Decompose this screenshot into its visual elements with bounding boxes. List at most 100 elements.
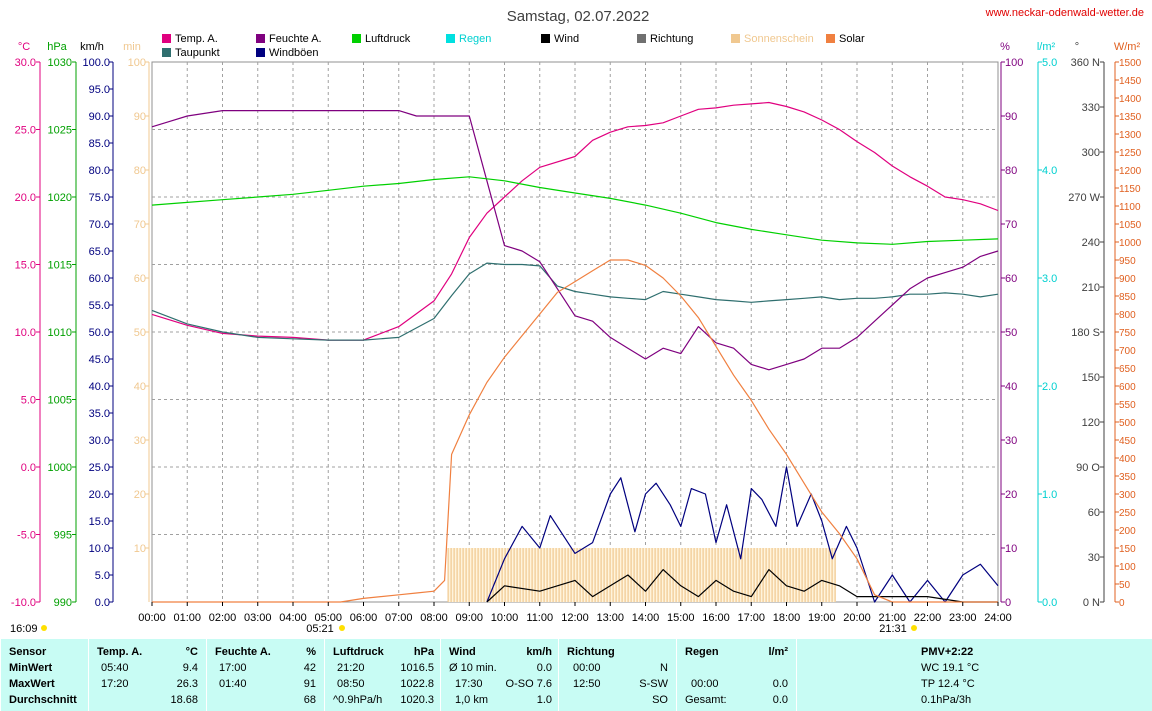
axis-tick-label-solar: 100	[1119, 562, 1136, 573]
legend-label: Sonnenschein	[744, 33, 814, 45]
axis-tick-label-min: 100	[128, 57, 146, 69]
axis-tick-label-min: 10	[134, 543, 146, 555]
stats-header-regen-unit: l/m²	[768, 646, 788, 658]
x-tick-label: 21:00	[878, 612, 906, 624]
stats-header-pmv: PMV+2:22	[921, 646, 974, 658]
axis-tick-label-kmh: 90.0	[89, 111, 110, 123]
website-link[interactable]: www.neckar-odenwald-wetter.de	[985, 7, 1144, 19]
stats-header-wind: Wind	[449, 646, 476, 658]
unit-label-pct: %	[1000, 41, 1010, 53]
axis-tick-label-rain: 2.0	[1042, 381, 1057, 393]
axis-tick-label-hpa: 1005	[48, 395, 72, 407]
axis-tick-label-solar: 850	[1119, 292, 1136, 303]
axes: 00:00 01:00 02:00 03:00 04:00 05:00 06:00 07:00…	[11, 57, 1142, 624]
axis-tick-label-solar: 1350	[1119, 112, 1142, 123]
axis-tick-label-temp: 10.0	[15, 327, 36, 339]
axis-tick-label-solar: 950	[1119, 256, 1136, 267]
axis-tick-label-dir: 30	[1088, 552, 1100, 564]
sunshine-area	[448, 548, 836, 602]
stats-header-wind-unit: km/h	[526, 646, 552, 658]
axis-tick-label-rain: 4.0	[1042, 165, 1057, 177]
axis-tick-label-solar: 550	[1119, 400, 1136, 411]
legend-swatch	[162, 34, 171, 43]
axis-tick-label-temp: 15.0	[15, 260, 36, 272]
stats-cell: 17:30	[455, 678, 483, 690]
axis-tick-label-hpa: 1020	[48, 192, 72, 204]
x-tick-label: 00:00	[138, 612, 166, 624]
stats-col-richtung: Richtung 00:00 N 12:50 S-SW SO	[558, 639, 676, 711]
stats-cell: 1,0 km	[455, 694, 489, 706]
legend-label: Taupunkt	[175, 47, 220, 59]
axis-tick-label-solar: 250	[1119, 508, 1136, 519]
x-tick-label: 15:00	[667, 612, 695, 624]
legend-swatch	[637, 34, 646, 43]
gridlines	[151, 61, 999, 603]
axis-tick-label-hpa: 995	[54, 530, 72, 542]
legend-label: Feuchte A.	[269, 33, 322, 45]
axis-tick-label-kmh: 70.0	[89, 219, 110, 231]
stats-cell: 26.3	[176, 678, 198, 690]
series-line-feuchte-a-	[151, 109, 999, 371]
stats-col-temp: Temp. A. °C 05:40 9.4 17:20 26.3 18.68	[88, 639, 206, 711]
axis-tick-label-solar: 300	[1119, 490, 1136, 501]
x-tick-label: 02:00	[209, 612, 237, 624]
x-tick-label: 24:00	[984, 612, 1012, 624]
axis-tick-label-hpa: 1000	[48, 462, 72, 474]
x-tick-label: 12:00	[561, 612, 589, 624]
axis-tick-label-solar: 1200	[1119, 166, 1142, 177]
stats-cell: 68	[303, 694, 316, 706]
axis-tick-label-solar: 1100	[1119, 202, 1141, 213]
legend-swatch	[352, 34, 361, 43]
stats-cell: O-SO 7.6	[505, 678, 552, 690]
axis-tick-label-solar: 1400	[1119, 94, 1142, 105]
stats-cell: 01:40	[219, 678, 247, 690]
axis-tick-label-pct: 10	[1005, 543, 1017, 555]
stats-row-label: Durchschnitt	[9, 694, 77, 706]
axis-tick-label-solar: 1000	[1119, 238, 1142, 249]
stats-cell: 1022.8	[400, 678, 434, 690]
stats-header-temp-unit: °C	[185, 646, 198, 658]
stats-cell: 18.68	[170, 694, 198, 706]
axis-tick-label-min: 40	[134, 381, 146, 393]
chart-title: Samstag, 02.07.2022	[507, 8, 650, 25]
axis-tick-label-solar: 800	[1119, 310, 1136, 321]
x-tick-label: 16:00	[702, 612, 730, 624]
legend-label: Wind	[554, 33, 579, 45]
axis-tick-label-solar: 450	[1119, 436, 1136, 447]
x-tick-label: 11:00	[526, 612, 553, 624]
axis-tick-label-pct: 60	[1005, 273, 1017, 285]
x-tick-label: 03:00	[244, 612, 272, 624]
axis-tick-label-min: 70	[134, 219, 146, 231]
axis-tick-label-kmh: 60.0	[89, 273, 110, 285]
stats-header-feuchte: Feuchte A.	[215, 646, 271, 658]
legend-swatch	[256, 34, 265, 43]
unit-label-hpa: hPa	[47, 41, 67, 53]
sunset-sun-icon	[911, 625, 917, 631]
series-line-luftdruck	[151, 176, 999, 245]
x-tick-label: 07:00	[385, 612, 413, 624]
axis-tick-label-solar: 1150	[1119, 184, 1141, 195]
stats-header-sensor: Sensor	[9, 646, 47, 658]
axis-tick-label-solar: 1250	[1119, 148, 1142, 159]
sunshine-bars	[447, 548, 836, 602]
stats-row-label: MaxWert	[9, 678, 55, 690]
stats-cell: Gesamt:	[685, 694, 727, 706]
stats-cell: 00:00	[573, 662, 601, 674]
axis-tick-label-solar: 600	[1119, 382, 1136, 393]
axis-tick-label-min: 60	[134, 273, 146, 285]
axis-tick-label-hpa: 1030	[48, 57, 72, 69]
legend-swatch	[826, 34, 835, 43]
axis-tick-label-solar: 200	[1119, 526, 1136, 537]
series-line-windb-en	[486, 466, 999, 603]
legend-label: Solar	[839, 33, 865, 45]
stats-header-luftdruck-unit: hPa	[413, 646, 434, 658]
axis-tick-label-pct: 40	[1005, 381, 1017, 393]
series-line-solar	[152, 259, 998, 603]
stats-col-luftdruck: Luftdruck hPa 21:20 1016.5 08:50 1022.8 ^0.…	[324, 639, 440, 711]
axis-tick-label-min: 50	[134, 327, 146, 339]
x-tick-label: 13:00	[596, 612, 624, 624]
stats-header-temp: Temp. A.	[97, 646, 143, 658]
stats-cell: 1016.5	[400, 662, 434, 674]
axis-tick-label-solar: 350	[1119, 472, 1136, 483]
stats-row-label: MinWert	[9, 662, 53, 674]
